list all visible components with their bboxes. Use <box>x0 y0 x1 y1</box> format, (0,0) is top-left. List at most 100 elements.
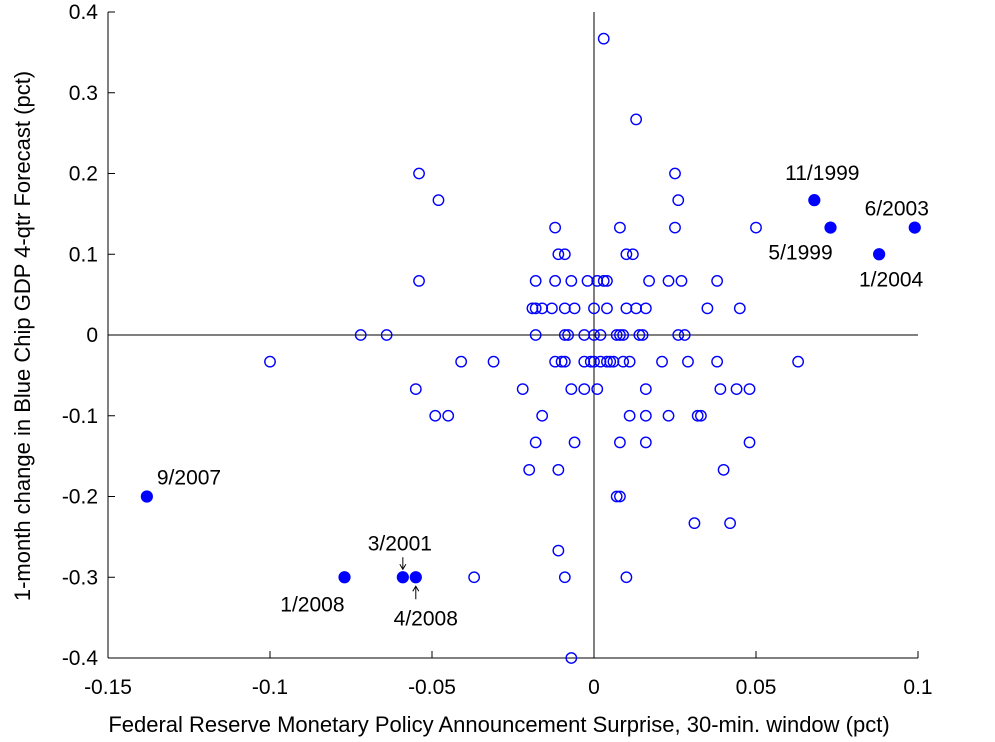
y-tick-label: -0.1 <box>62 405 98 428</box>
open-circle-point <box>601 302 613 315</box>
open-circle-point <box>643 274 655 287</box>
open-circle-point <box>529 302 542 315</box>
open-circle-point <box>581 274 594 287</box>
annotation-arrowhead <box>399 563 407 571</box>
open-circle-point <box>636 329 649 341</box>
highlighted-point <box>808 194 821 207</box>
open-circle-point <box>568 436 581 449</box>
x-tick-label: -0.1 <box>252 676 288 699</box>
open-circle-point <box>630 302 643 315</box>
open-circle-point <box>562 329 574 341</box>
point-annotation: 4/2008 <box>394 607 458 630</box>
highlighted-point <box>396 571 409 584</box>
open-circle-point <box>743 436 756 449</box>
open-circle-point <box>555 355 568 368</box>
open-circle-point <box>565 274 578 287</box>
open-circle-point <box>568 302 581 315</box>
open-circle-point <box>669 167 681 180</box>
open-circle-point <box>639 409 652 422</box>
open-circle-point <box>591 383 604 396</box>
open-circle-point <box>672 329 685 341</box>
y-tick-label: -0.2 <box>62 486 98 509</box>
open-circle-point <box>678 329 691 341</box>
open-circle-point <box>442 409 455 422</box>
zero-lines <box>108 12 918 658</box>
open-circle-point <box>614 490 626 503</box>
open-circle-point <box>691 409 704 422</box>
open-circle-point <box>639 436 652 449</box>
x-axis-title: Federal Reserve Monetary Policy Announce… <box>108 712 889 737</box>
open-circle-point <box>620 571 633 584</box>
highlighted-point <box>908 221 921 234</box>
open-circle-point <box>730 383 743 396</box>
open-circle-point <box>669 221 681 234</box>
point-annotation: 6/2003 <box>865 198 929 221</box>
open-circle-point <box>626 248 639 261</box>
open-circle-point <box>623 355 636 368</box>
open-circle-point <box>468 571 481 584</box>
open-circle-point <box>620 302 633 315</box>
open-circle-point <box>523 463 536 476</box>
open-circle-point <box>601 274 613 287</box>
open-circle-point <box>558 248 571 261</box>
open-circle-point <box>662 409 675 422</box>
y-tick-label: -0.4 <box>62 647 99 670</box>
open-circle-point <box>688 517 701 530</box>
highlighted-point <box>409 571 422 584</box>
open-circle-point <box>733 302 746 315</box>
open-circle-point <box>549 221 562 234</box>
open-circle-point <box>536 409 549 422</box>
open-circle-point <box>536 302 549 315</box>
open-circle-point <box>623 409 636 422</box>
open-circle-point <box>558 571 571 584</box>
open-circle-point <box>711 274 724 287</box>
point-annotation: 11/1999 <box>785 162 859 185</box>
open-circle-point <box>594 329 607 341</box>
open-circle-point <box>601 355 613 368</box>
open-circle-point <box>701 302 714 315</box>
point-annotation: 5/1999 <box>768 242 832 265</box>
open-circle-point <box>413 167 425 180</box>
open-circle-point <box>604 355 617 368</box>
open-circle-point <box>610 329 623 341</box>
highlighted-point <box>873 248 886 261</box>
y-tick-label: 0.3 <box>69 82 98 105</box>
open-circle-point <box>633 329 646 341</box>
x-tick-label: -0.15 <box>84 676 132 699</box>
point-annotations: 11/1999 5/1999 6/2003 1/2004 9/2007 1/2008 3/2… <box>157 162 929 630</box>
x-tick-label: 0.1 <box>903 676 932 699</box>
highlighted-point <box>338 571 351 584</box>
open-circle-point <box>614 221 626 234</box>
open-circle-point <box>630 113 643 126</box>
open-circle-point <box>354 329 367 341</box>
open-circle-point <box>264 355 276 368</box>
open-circle-point <box>588 329 600 341</box>
highlighted-point <box>140 490 153 503</box>
open-circle-point <box>529 436 542 449</box>
open-circle-point <box>409 383 422 396</box>
open-circle-point <box>516 383 529 396</box>
open-circle-point <box>380 329 393 341</box>
x-tick-label: -0.05 <box>408 676 456 699</box>
y-tick-label: 0.1 <box>69 243 98 266</box>
point-annotation: 1/2008 <box>280 593 344 616</box>
open-circle-point <box>743 383 756 396</box>
open-circle-point <box>549 274 562 287</box>
y-axis: -0.4 -0.3 -0.2 -0.1 0 0.1 0.2 0.3 0.4 <box>62 1 115 670</box>
open-circle-point <box>552 544 565 557</box>
y-tick-label: 0.4 <box>69 1 99 24</box>
open-circle-point <box>558 329 571 341</box>
open-circle-point <box>750 221 762 234</box>
open-circle-point <box>413 274 425 287</box>
open-circle-point <box>455 355 468 368</box>
open-circle-point <box>529 274 542 287</box>
data-points <box>140 32 921 664</box>
open-circle-point <box>487 355 500 368</box>
open-circle-point <box>432 194 445 207</box>
open-circle-point <box>597 32 610 45</box>
y-tick-label: -0.3 <box>62 566 98 589</box>
open-circle-point <box>662 274 675 287</box>
open-circle-point <box>617 329 630 341</box>
x-axis: -0.15 -0.1 -0.05 0 0.05 0.1 <box>84 651 933 699</box>
